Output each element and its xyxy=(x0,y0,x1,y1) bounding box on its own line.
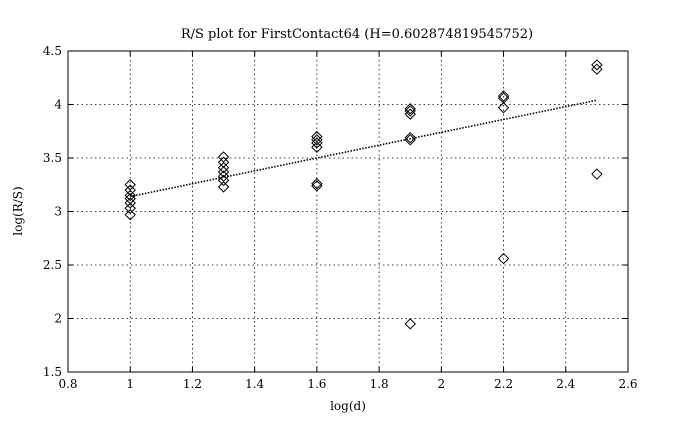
x-tick-label: 1.2 xyxy=(183,377,202,391)
data-point xyxy=(311,180,323,192)
data-point xyxy=(591,63,603,75)
fit-line xyxy=(130,99,598,198)
data-point xyxy=(591,168,603,180)
data-point xyxy=(404,131,416,144)
data-point xyxy=(311,137,323,149)
x-tick-label: 1.6 xyxy=(307,377,326,391)
y-tick-label: 4 xyxy=(54,98,62,112)
chart-title: R/S plot for FirstContact64 (H=0.6028748… xyxy=(181,27,533,42)
data-point xyxy=(124,184,136,196)
data-point xyxy=(404,134,416,146)
x-tick-label: 1 xyxy=(126,377,134,391)
data-point xyxy=(124,209,136,221)
x-tick-label: 2 xyxy=(438,377,446,391)
data-point xyxy=(311,134,323,146)
data-point xyxy=(404,103,416,115)
data-point xyxy=(217,174,230,187)
plot-frame xyxy=(67,50,629,373)
x-tick-label: 2.6 xyxy=(618,377,637,391)
y-tick-label: 4.5 xyxy=(43,44,62,58)
y-axis-label: log(R/S) xyxy=(11,186,25,235)
data-point xyxy=(404,105,416,117)
data-point xyxy=(497,252,510,265)
x-tick-label: 2.4 xyxy=(556,377,575,391)
data-point xyxy=(217,166,230,178)
y-tick-label: 2 xyxy=(54,312,62,326)
data-point xyxy=(404,318,416,330)
data-point xyxy=(217,181,230,193)
x-tick-label: 0.8 xyxy=(58,377,77,391)
x-tick-label: 1.4 xyxy=(245,377,264,391)
grid-lines xyxy=(68,51,628,372)
data-point xyxy=(124,197,136,209)
y-tick-label: 1.5 xyxy=(43,365,62,379)
data-point xyxy=(404,108,416,120)
data-point xyxy=(217,161,230,174)
x-axis-label: log(d) xyxy=(330,399,366,413)
y-tick-label: 2.5 xyxy=(43,258,62,272)
data-points xyxy=(124,59,603,330)
data-point xyxy=(124,189,136,202)
data-point xyxy=(311,141,323,154)
data-point xyxy=(124,202,136,214)
data-point xyxy=(591,59,603,71)
y-tick-label: 3 xyxy=(54,205,62,219)
data-point xyxy=(497,102,510,114)
data-point xyxy=(497,90,510,102)
fit-line-group xyxy=(130,99,598,198)
x-tick-label: 1.8 xyxy=(370,377,389,391)
x-tick-label: 2.2 xyxy=(494,377,513,391)
axis-ticks: 0.8 1 1.2 1.4 1.6 1.8 2 2.2 2.4 2.6 1.5 2 2.5 3 3.5 4 4.… xyxy=(43,44,638,391)
y-tick-label: 3.5 xyxy=(43,151,62,165)
data-point xyxy=(311,177,323,190)
